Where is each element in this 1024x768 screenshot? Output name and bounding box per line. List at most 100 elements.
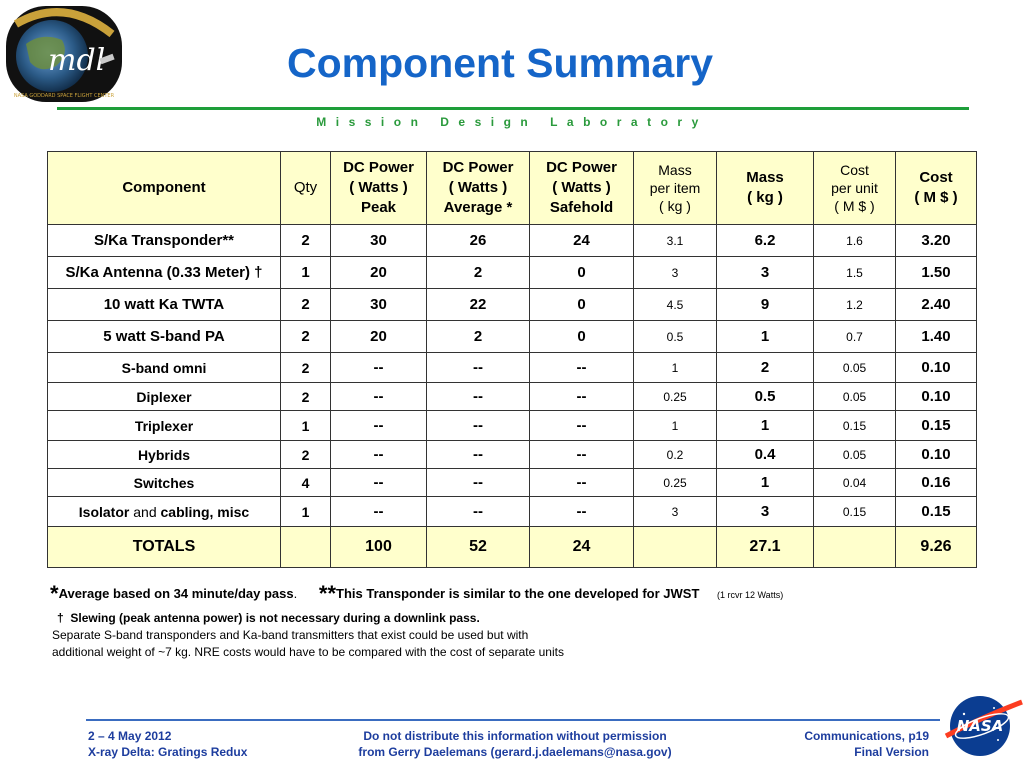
totals-dc-average: 52: [426, 526, 530, 568]
totals-row: TOTALS 100 52 24 27.1 9.26: [47, 526, 977, 568]
cell-mass-per-item: 3: [633, 256, 717, 289]
cell-component: 5 watt S-band PA: [47, 320, 281, 353]
cell-cost-per-unit: 1.6: [813, 224, 896, 257]
cell-qty: 2: [280, 440, 331, 469]
cell-mass: 3: [716, 256, 814, 289]
cell-dc-safehold: --: [529, 382, 634, 411]
header-cost-per-unit: Cost per unit( M $ ): [813, 151, 896, 225]
totals-dc-peak: 100: [330, 526, 427, 568]
table-row: 10 watt Ka TWTA 2 30 22 0 4.5 9 1.2 2.40: [47, 288, 977, 321]
cell-mass-per-item: 0.2: [633, 440, 717, 469]
totals-qty: [280, 526, 331, 568]
cell-dc-safehold: --: [529, 410, 634, 441]
cell-cost: 0.10: [895, 440, 977, 469]
footer-contact: from Gerry Daelemans (gerard.j.daelemans…: [358, 745, 672, 759]
logo-bottom-text: NASA GODDARD SPACE FLIGHT CENTER: [14, 93, 115, 99]
nasa-logo: NASA: [944, 690, 1024, 760]
cell-cost: 1.50: [895, 256, 977, 289]
cell-component: Switches: [47, 468, 281, 497]
cell-mass: 1: [716, 320, 814, 353]
cell-component: S-band omni: [47, 352, 281, 383]
cell-qty: 2: [280, 320, 331, 353]
footnote-additional-weight: additional weight of ~7 kg. NRE costs wo…: [52, 645, 564, 659]
cell-qty: 2: [280, 224, 331, 257]
cell-mass-per-item: 0.5: [633, 320, 717, 353]
table-row: 5 watt S-band PA 2 20 2 0 0.5 1 0.7 1.40: [47, 320, 977, 353]
cell-qty: 2: [280, 352, 331, 383]
header-dc-safehold: DC Power( Watts ) Safehold: [529, 151, 634, 225]
page-subtitle: Mission Design Laboratory: [316, 115, 708, 129]
cell-cost-per-unit: 0.05: [813, 440, 896, 469]
cell-cost: 0.15: [895, 410, 977, 441]
totals-cost-per-unit: [813, 526, 896, 568]
cell-dc-peak: 30: [330, 224, 427, 257]
cell-component: S/Ka Transponder**: [47, 224, 281, 257]
cell-cost-per-unit: 0.7: [813, 320, 896, 353]
cell-cost-per-unit: 1.5: [813, 256, 896, 289]
cell-cost-per-unit: 0.05: [813, 382, 896, 411]
table-row: S/Ka Transponder** 2 30 26 24 3.1 6.2 1.…: [47, 224, 977, 257]
cell-dc-average: --: [426, 440, 530, 469]
cell-dc-peak: --: [330, 468, 427, 497]
header-mass-per-item: Mass per item( kg ): [633, 151, 717, 225]
footer-center: Do not distribute this information witho…: [300, 728, 730, 760]
cell-dc-average: 26: [426, 224, 530, 257]
cell-dc-average: --: [426, 352, 530, 383]
table-header-row: Component Qty DC Power( Watts ) Peak DC P…: [47, 151, 977, 225]
header-dc-peak: DC Power( Watts ) Peak: [330, 151, 427, 225]
header-component: Component: [47, 151, 281, 225]
totals-cost: 9.26: [895, 526, 977, 568]
cell-component: Isolator and cabling, misc: [47, 496, 281, 527]
page-title: Component Summary: [287, 40, 713, 86]
cell-cost: 3.20: [895, 224, 977, 257]
cell-mass: 1: [716, 410, 814, 441]
totals-mass-per-item: [633, 526, 717, 568]
table-row: Diplexer 2 -- -- -- 0.25 0.5 0.05 0.10: [47, 382, 977, 411]
cell-dc-average: --: [426, 496, 530, 527]
cell-cost: 0.16: [895, 468, 977, 497]
header-qty: Qty: [280, 151, 331, 225]
cell-component: S/Ka Antenna (0.33 Meter) †: [47, 256, 281, 289]
cell-dc-peak: 20: [330, 256, 427, 289]
cell-dc-peak: --: [330, 496, 427, 527]
footnote-slewing: † Slewing (peak antenna power) is not ne…: [57, 611, 480, 625]
cell-dc-safehold: 0: [529, 256, 634, 289]
table-row: Switches 4 -- -- -- 0.25 1 0.04 0.16: [47, 468, 977, 497]
cell-cost: 0.10: [895, 352, 977, 383]
table-row: Triplexer 1 -- -- -- 1 1 0.15 0.15: [47, 410, 977, 441]
totals-dc-safehold: 24: [529, 526, 634, 568]
cell-cost-per-unit: 0.04: [813, 468, 896, 497]
footnote-separate-transponders: Separate S-band transponders and Ka-band…: [52, 628, 529, 642]
cell-dc-safehold: 0: [529, 320, 634, 353]
cell-qty: 2: [280, 382, 331, 411]
cell-component: Hybrids: [47, 440, 281, 469]
cell-mass-per-item: 1: [633, 410, 717, 441]
header-cost: Cost( M $ ): [895, 151, 977, 225]
footnote-average-transponder: *Average based on 34 minute/day pass. **…: [50, 581, 784, 606]
footer-divider: [86, 719, 940, 721]
cell-dc-average: 2: [426, 320, 530, 353]
cell-cost: 2.40: [895, 288, 977, 321]
component-summary-table: Component Qty DC Power( Watts ) Peak DC P…: [47, 151, 977, 568]
footer-right: Communications, p19 Final Version: [804, 728, 929, 760]
cell-dc-average: 22: [426, 288, 530, 321]
footnotes: *Average based on 34 minute/day pass. **…: [50, 581, 950, 661]
header-mass: Mass( kg ): [716, 151, 814, 225]
footer-date: 2 – 4 May 2012: [88, 729, 172, 743]
cell-dc-safehold: --: [529, 440, 634, 469]
cell-mass: 2: [716, 352, 814, 383]
footer-version: Final Version: [854, 745, 929, 759]
header-dc-average: DC Power( Watts ) Average *: [426, 151, 530, 225]
cell-component: Triplexer: [47, 410, 281, 441]
nasa-logo-text: NASA: [957, 717, 1004, 735]
cell-mass: 1: [716, 468, 814, 497]
cell-cost: 1.40: [895, 320, 977, 353]
cell-cost-per-unit: 0.05: [813, 352, 896, 383]
cell-dc-peak: --: [330, 352, 427, 383]
cell-dc-peak: --: [330, 440, 427, 469]
table-row: Isolator and cabling, misc 1 -- -- -- 3 …: [47, 496, 977, 527]
cell-cost: 0.10: [895, 382, 977, 411]
totals-mass: 27.1: [716, 526, 814, 568]
table-row: Hybrids 2 -- -- -- 0.2 0.4 0.05 0.10: [47, 440, 977, 469]
cell-cost-per-unit: 0.15: [813, 410, 896, 441]
